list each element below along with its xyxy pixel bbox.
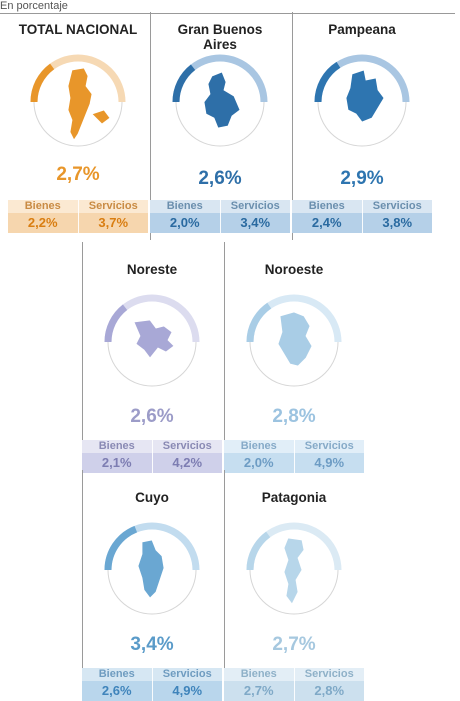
bienes-header: Bienes bbox=[24, 200, 61, 212]
bienes-header: Bienes bbox=[166, 200, 203, 212]
region-gauge bbox=[104, 294, 200, 387]
servicios-header: Servicios bbox=[361, 200, 433, 213]
breakdown-table: Bienes Servicios 2,4% 3,8% bbox=[292, 200, 432, 233]
region-card-pampeana: Pampeana 2,9% Bienes Servicios 2,4% 3,8% bbox=[292, 12, 432, 240]
breakdown-table: Bienes Servicios 2,2% 3,7% bbox=[8, 200, 148, 233]
region-total-value: 2,9% bbox=[340, 168, 384, 189]
region-gauge bbox=[30, 54, 126, 147]
breakdown-table: Bienes Servicios 2,7% 2,8% bbox=[224, 668, 364, 701]
card-divider bbox=[82, 242, 83, 470]
servicios-header: Servicios bbox=[293, 440, 365, 453]
chart-subtitle: En porcentaje bbox=[0, 0, 455, 14]
region-gauge bbox=[172, 54, 268, 147]
bienes-value: 2,2% bbox=[27, 215, 58, 230]
region-total-value: 3,4% bbox=[130, 634, 174, 655]
breakdown-table: Bienes Servicios 2,6% 4,9% bbox=[82, 668, 222, 701]
gauge-value-arc bbox=[30, 63, 55, 103]
region-map-icon bbox=[203, 71, 241, 129]
card-divider bbox=[224, 470, 225, 700]
region-name: Noroeste bbox=[264, 262, 324, 277]
region-gauge bbox=[314, 54, 410, 147]
card-divider bbox=[150, 12, 151, 240]
bienes-header: Bienes bbox=[98, 668, 135, 680]
region-name: TOTAL NACIONAL bbox=[18, 22, 138, 37]
region-gauge bbox=[104, 522, 200, 615]
region-total-value: 2,8% bbox=[272, 406, 316, 427]
bienes-value: 2,7% bbox=[243, 683, 274, 698]
region-map-icon bbox=[67, 67, 111, 141]
region-name: Cuyo bbox=[135, 490, 169, 505]
breakdown-table: Bienes Servicios 2,0% 4,9% bbox=[224, 440, 364, 473]
bienes-value: 2,4% bbox=[311, 215, 342, 230]
region-card-gran-buenos-aires: Gran Buenos Aires 2,6% Bienes Servicios 2,0%… bbox=[150, 12, 290, 240]
region-map-icon bbox=[345, 69, 385, 123]
card-divider bbox=[292, 12, 293, 240]
gauge-value-arc bbox=[104, 304, 128, 343]
servicios-value: 4,9% bbox=[151, 681, 223, 701]
region-total-value: 2,6% bbox=[130, 406, 174, 427]
region-card-total-nacional: TOTAL NACIONAL 2,7% Bienes Servicios 2,2% 3,7… bbox=[8, 12, 148, 240]
breakdown-table: Bienes Servicios 2,1% 4,2% bbox=[82, 440, 222, 473]
bienes-value: 2,1% bbox=[101, 455, 132, 470]
region-map-icon bbox=[277, 311, 313, 367]
servicios-value: 3,8% bbox=[361, 213, 433, 233]
breakdown-table: Bienes Servicios 2,0% 3,4% bbox=[150, 200, 290, 233]
region-gauge bbox=[246, 522, 342, 615]
gauge-value-arc bbox=[314, 61, 341, 103]
region-total-value: 2,6% bbox=[198, 168, 242, 189]
servicios-value: 2,8% bbox=[293, 681, 365, 701]
region-name: Pampeana bbox=[328, 22, 396, 37]
region-name: Patagonia bbox=[261, 490, 327, 505]
card-divider bbox=[82, 470, 83, 700]
region-map-icon bbox=[133, 319, 175, 359]
region-name: Noreste bbox=[126, 262, 178, 277]
gauge-value-arc bbox=[246, 531, 271, 571]
servicios-header: Servicios bbox=[219, 200, 291, 213]
bienes-header: Bienes bbox=[240, 440, 277, 452]
servicios-header: Servicios bbox=[151, 440, 223, 453]
gauge-value-arc bbox=[246, 302, 272, 343]
region-gauge bbox=[246, 294, 342, 387]
gauge-value-arc bbox=[104, 525, 138, 571]
region-card-patagonia: Patagonia 2,7% Bienes Servicios 2,7% 2,8% bbox=[224, 470, 364, 701]
servicios-value: 3,7% bbox=[77, 213, 149, 233]
servicios-value: 4,2% bbox=[151, 453, 223, 473]
region-card-noroeste: Noroeste 2,8% Bienes Servicios 2,0% 4,9% bbox=[224, 242, 364, 473]
bienes-header: Bienes bbox=[98, 440, 135, 452]
gauge-value-arc bbox=[172, 64, 196, 103]
bienes-value: 2,0% bbox=[169, 215, 200, 230]
servicios-header: Servicios bbox=[151, 668, 223, 681]
bienes-header: Bienes bbox=[308, 200, 345, 212]
region-map-icon bbox=[283, 537, 305, 605]
bienes-header: Bienes bbox=[240, 668, 277, 680]
region-total-value: 2,7% bbox=[272, 634, 316, 655]
servicios-value: 3,4% bbox=[219, 213, 291, 233]
bienes-value: 2,6% bbox=[101, 683, 132, 698]
bienes-value: 2,0% bbox=[243, 455, 274, 470]
region-total-value: 2,7% bbox=[56, 164, 100, 185]
region-card-noreste: Noreste 2,6% Bienes Servicios 2,1% 4,2% bbox=[82, 242, 222, 473]
servicios-value: 4,9% bbox=[293, 453, 365, 473]
region-name: Gran Buenos Aires bbox=[177, 22, 263, 52]
region-card-cuyo: Cuyo 3,4% Bienes Servicios 2,6% 4,9% bbox=[82, 470, 222, 701]
servicios-header: Servicios bbox=[77, 200, 149, 213]
region-map-icon bbox=[137, 539, 165, 599]
servicios-header: Servicios bbox=[293, 668, 365, 681]
card-divider bbox=[224, 242, 225, 470]
